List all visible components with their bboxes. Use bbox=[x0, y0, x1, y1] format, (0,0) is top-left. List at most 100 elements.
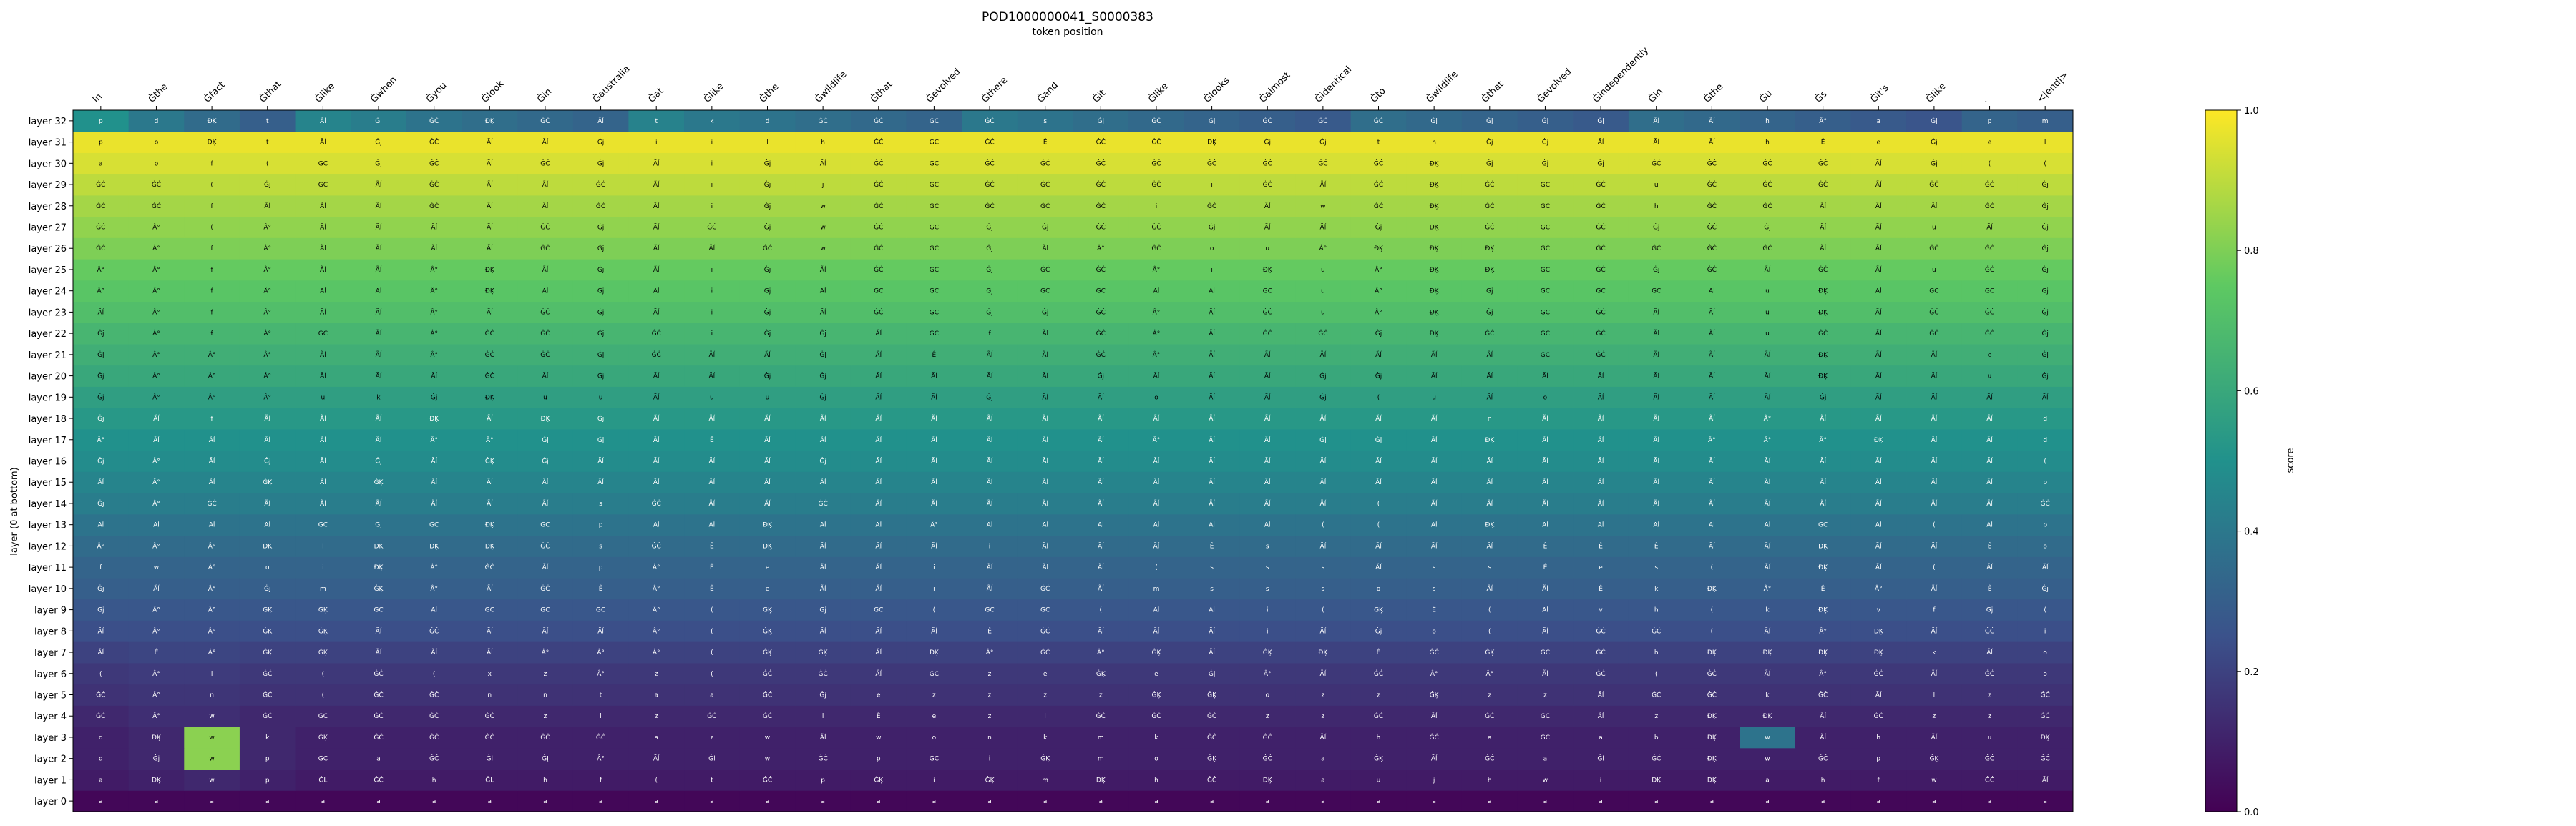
cell-label: Ãĺ bbox=[264, 521, 270, 529]
heatmap-cell bbox=[739, 556, 796, 579]
heatmap-cell bbox=[1573, 344, 1629, 366]
heatmap-cell bbox=[295, 131, 351, 153]
heatmap-cell bbox=[850, 471, 907, 493]
heatmap-cell bbox=[1350, 513, 1407, 536]
cell-label: Ġj bbox=[97, 393, 104, 401]
heatmap-cell bbox=[684, 599, 741, 621]
cell-label: Ãĺ bbox=[1875, 414, 1882, 423]
cell-label: u bbox=[1765, 309, 1770, 316]
cell-label: Ãĺ bbox=[320, 287, 326, 295]
cell-label: Ġl bbox=[487, 755, 493, 763]
cell-label: Ãĺ bbox=[1986, 521, 1993, 529]
cell-label: Ãĺ bbox=[1264, 457, 1271, 466]
cell-label: k bbox=[1765, 692, 1770, 699]
heatmap-cell bbox=[572, 705, 629, 727]
cell-label: Ãĺ bbox=[653, 393, 660, 401]
cell-label: Ġj bbox=[1486, 308, 1493, 316]
cell-label: Â° bbox=[152, 393, 160, 401]
heatmap-cell bbox=[1740, 174, 1796, 196]
cell-label: ĠĊ bbox=[1818, 521, 1828, 529]
heatmap-cell bbox=[1740, 493, 1796, 515]
cell-label: a bbox=[376, 756, 381, 763]
cell-label: ĠĊ bbox=[540, 159, 550, 167]
heatmap-cell bbox=[184, 620, 240, 642]
heatmap-cell bbox=[406, 493, 462, 515]
cell-label: ÐĶ bbox=[263, 543, 273, 550]
heatmap-cell bbox=[128, 408, 185, 430]
cell-label: Ãĺ bbox=[709, 521, 716, 529]
cell-label: ĠĊ bbox=[1207, 159, 1216, 167]
cell-label: Ãĺ bbox=[709, 244, 716, 252]
heatmap-cell bbox=[1295, 705, 1352, 727]
cell-label: Ãĺ bbox=[1709, 308, 1715, 316]
cell-label: Ãĺ bbox=[1098, 563, 1104, 571]
cell-label: Ãĺ bbox=[376, 436, 382, 444]
cell-label: ĠĊ bbox=[874, 287, 883, 295]
heatmap-cell bbox=[239, 408, 296, 430]
cell-label: ĠĊ bbox=[1762, 202, 1772, 210]
cell-label: Â° bbox=[1819, 436, 1827, 444]
heatmap-cell bbox=[2017, 662, 2074, 685]
cell-label: Ãĺ bbox=[1153, 606, 1160, 614]
heatmap-cell bbox=[1128, 174, 1185, 196]
heatmap-cell bbox=[1961, 535, 2018, 557]
cell-label: Ġj bbox=[264, 585, 270, 593]
cell-label: Ãĺ bbox=[97, 478, 104, 486]
heatmap-cell bbox=[1406, 365, 1463, 387]
cell-label: Ãĺ bbox=[653, 436, 660, 444]
heatmap-cell bbox=[1628, 131, 1685, 153]
cell-label: d bbox=[155, 118, 159, 125]
cell-label: Ãĺ bbox=[1042, 372, 1048, 380]
cell-label: ĠĊ bbox=[1541, 734, 1550, 742]
cell-label: ĠĊ bbox=[1985, 755, 1994, 763]
heatmap-cell bbox=[1850, 684, 1907, 706]
heatmap-cell bbox=[1461, 641, 1518, 664]
heatmap-cell bbox=[1073, 747, 1129, 770]
cell-label: Ġj bbox=[1264, 139, 1270, 147]
heatmap-cell bbox=[1239, 152, 1296, 174]
heatmap-cell bbox=[684, 152, 741, 174]
heatmap-cell bbox=[1573, 131, 1629, 153]
heatmap-cell bbox=[462, 599, 518, 621]
heatmap-cell bbox=[1684, 641, 1740, 664]
cell-label: ÐĶ bbox=[1374, 245, 1384, 252]
heatmap-cell bbox=[739, 131, 796, 153]
heatmap-cell bbox=[962, 152, 1018, 174]
cell-label: Ãĺ bbox=[1153, 414, 1160, 423]
y-tick-label: layer 32 bbox=[29, 117, 67, 127]
cell-label: Ãĺ bbox=[1320, 669, 1327, 678]
heatmap-cell bbox=[517, 428, 574, 451]
cell-label: Â° bbox=[1819, 626, 1827, 635]
heatmap-cell bbox=[351, 323, 407, 345]
cell-label: ÐĶ bbox=[1430, 267, 1440, 274]
heatmap-cell bbox=[128, 428, 185, 451]
x-tick-label: Ġthat bbox=[1479, 78, 1506, 105]
heatmap-cell bbox=[684, 641, 741, 664]
heatmap-cell bbox=[1350, 641, 1407, 664]
heatmap-cell bbox=[1628, 513, 1685, 536]
heatmap-cell bbox=[684, 747, 741, 770]
cell-label: Ãĺ bbox=[1431, 414, 1438, 423]
cell-label: Ãĺ bbox=[1598, 372, 1604, 380]
cell-label: Ãĺ bbox=[1486, 499, 1493, 508]
colorbar-label: score bbox=[2285, 448, 2296, 473]
cell-label: Ãĺ bbox=[1542, 478, 1548, 486]
heatmap-cell bbox=[1740, 471, 1796, 493]
heatmap-cell bbox=[1461, 705, 1518, 727]
heatmap-cell bbox=[1128, 408, 1185, 430]
cell-label: p bbox=[2043, 522, 2047, 529]
heatmap-cell bbox=[1573, 237, 1629, 260]
heatmap-cell bbox=[628, 535, 685, 557]
heatmap-cell bbox=[406, 513, 462, 536]
heatmap-cell bbox=[2017, 408, 2074, 430]
cell-label: f bbox=[211, 203, 214, 210]
cell-label: ÐĶ bbox=[1207, 139, 1217, 147]
heatmap-cell bbox=[1073, 769, 1129, 791]
cell-label: Ġj bbox=[1542, 117, 1548, 125]
cell-label: ĠĊ bbox=[818, 500, 827, 508]
y-tick-label: layer 2 bbox=[34, 754, 67, 765]
cell-label: Ãĺ bbox=[987, 436, 993, 444]
heatmap-cell bbox=[462, 513, 518, 536]
heatmap-cell bbox=[2017, 790, 2074, 812]
heatmap-cell bbox=[1017, 662, 1073, 685]
